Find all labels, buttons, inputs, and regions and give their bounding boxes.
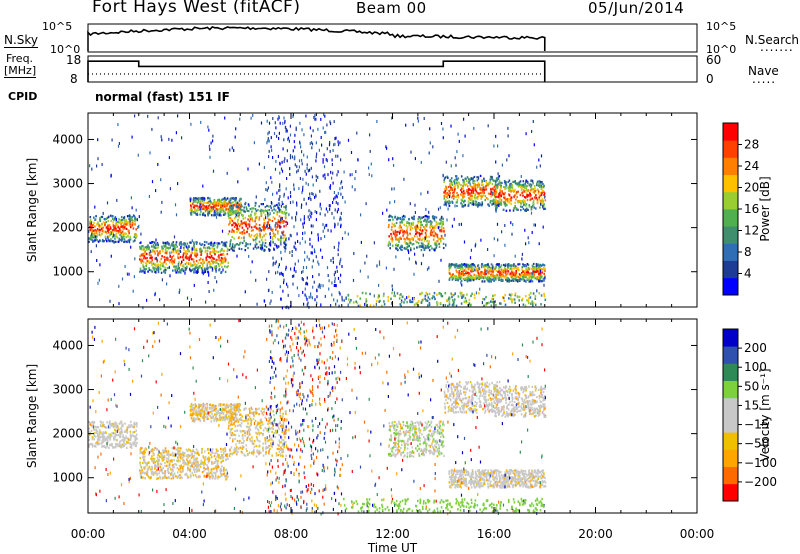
- panel-1-ytick-label-0: 1000: [52, 471, 83, 485]
- panel-0-ylabel: Slant Range [km]: [25, 158, 39, 262]
- colorbar-1-tick-1: −100: [744, 456, 777, 470]
- nsearch-tick-low: 10^0: [706, 43, 736, 56]
- freq-tick-low: 8: [70, 72, 78, 86]
- xtick-label-3: 12:00: [375, 527, 410, 541]
- colorbar-0-tick-0: 4: [744, 267, 752, 281]
- cpid-text: normal (fast) 151 IF: [95, 90, 230, 104]
- colorbar-1-cell-6: [723, 380, 738, 399]
- freq-unit: [MHz]: [4, 64, 37, 78]
- colorbar-1-cell-7: [723, 363, 738, 381]
- colorbar-0-cell-0: [723, 277, 738, 296]
- colorbar-0-cell-3: [723, 226, 738, 244]
- panel-0-ytick-label-3: 4000: [52, 132, 83, 146]
- xtick-label-1: 04:00: [172, 527, 207, 541]
- colorbar-0-label: Power [dB]: [758, 176, 772, 241]
- xtick-label-5: 20:00: [578, 527, 613, 541]
- freq-tick-high: 18: [66, 53, 81, 67]
- power-scatter: [88, 113, 547, 310]
- panel-0-frame: [87, 112, 698, 308]
- x-axis-label: Time UT: [367, 541, 418, 554]
- nsky-line: [87, 25, 546, 52]
- colorbar-0-cell-6: [723, 174, 738, 193]
- panel-1-ytick-label-2: 3000: [52, 383, 83, 397]
- nsky-label: N.Sky: [4, 33, 39, 48]
- velocity-scatter: [88, 319, 547, 516]
- colorbar-0-cell-1: [723, 260, 738, 279]
- colorbar-1-tick-0: −200: [744, 475, 777, 489]
- nave-tick-high: 60: [706, 53, 721, 67]
- panel-1-ytick-label-3: 4000: [52, 338, 83, 352]
- colorbar-0-cell-4: [723, 209, 738, 227]
- colorbar-0-tick-1: 8: [744, 245, 752, 259]
- xtick-label-2: 08:00: [274, 527, 309, 541]
- panel-1-ytick-label-1: 2000: [52, 427, 83, 441]
- panel-1-frame: [87, 318, 698, 514]
- colorbar-1-cell-0: [723, 483, 738, 502]
- xtick-label-0: 00:00: [71, 527, 106, 541]
- colorbar-1-frame: [722, 328, 739, 502]
- xtick-label-6: 00:00: [680, 527, 715, 541]
- colorbar-0-cell-2: [723, 243, 738, 261]
- nave-tick-low: 0: [706, 72, 714, 86]
- colorbar-1-cell-1: [723, 466, 738, 485]
- colorbar-1-tick-5: 50: [744, 379, 759, 393]
- nsearch-legend: .......: [760, 40, 794, 54]
- colorbar-1-tick-3: −15: [744, 418, 769, 432]
- date-label: 05/Jun/2014: [588, 0, 685, 17]
- colorbar-1-label: Velocity [m s⁻¹]: [758, 368, 772, 461]
- colorbar-0-cell-8: [723, 140, 738, 158]
- colorbar-1-cell-3: [723, 432, 738, 450]
- colorbar-0-tick-3: 16: [744, 202, 759, 216]
- nsky-tick-low: 10^0: [50, 43, 80, 56]
- panel-0-ytick-label-1: 2000: [52, 221, 83, 235]
- chart-title: Fort Hays West (fitACF): [92, 0, 301, 17]
- colorbar-0-cell-9: [723, 123, 738, 141]
- colorbar-1-cell-4: [723, 415, 738, 433]
- nsearch-label: N.Search: [745, 33, 800, 47]
- colorbar-1-cell-5: [723, 397, 738, 416]
- colorbar-0-tick-5: 24: [744, 159, 759, 173]
- colorbar-1-tick-2: −50: [744, 437, 769, 451]
- colorbar-1-cell-9: [723, 329, 738, 347]
- colorbar-1-tick-4: 15: [744, 398, 759, 412]
- colorbar-0-tick-4: 20: [744, 181, 759, 195]
- panel-0-ytick-label-0: 1000: [52, 265, 83, 279]
- nave-legend: .....: [752, 72, 777, 86]
- beam-label: Beam 00: [356, 0, 427, 17]
- panel-0-ytick-label-2: 3000: [52, 177, 83, 191]
- panel-1-ylabel: Slant Range [km]: [25, 364, 39, 468]
- xtick-label-4: 16:00: [477, 527, 512, 541]
- colorbar-1-tick-7: 200: [744, 341, 767, 355]
- colorbar-0-cell-7: [723, 157, 738, 175]
- nsky-tick-high: 10^5: [42, 20, 72, 33]
- cpid-label: CPID: [8, 90, 38, 103]
- nave-label: Nave: [748, 64, 779, 78]
- colorbar-1-cell-2: [723, 449, 738, 467]
- colorbar-1-cell-8: [723, 346, 738, 364]
- colorbar-0-cell-5: [723, 191, 738, 210]
- freq-strip-frame: [87, 55, 698, 83]
- colorbar-0-tick-6: 28: [744, 138, 759, 152]
- nsearch-tick-high: 10^5: [706, 20, 736, 33]
- colorbar-1-tick-6: 100: [744, 360, 767, 374]
- colorbar-0-tick-2: 12: [744, 224, 759, 238]
- frequency-line: [87, 60, 546, 82]
- freq-label: Freq.: [6, 52, 34, 65]
